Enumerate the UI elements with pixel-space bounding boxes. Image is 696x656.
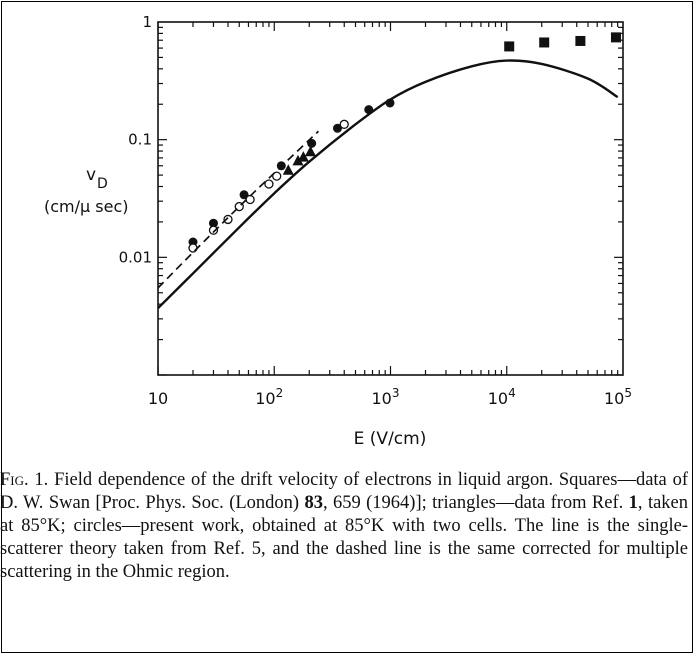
y-tick-label: 1 [142, 13, 152, 31]
x-tick-label-exponent: 4 [508, 386, 516, 400]
square-point [504, 41, 515, 52]
y-tick-label: 0.01 [119, 248, 152, 266]
x-tick-label-exponent: 3 [392, 386, 400, 400]
caption-text-c: , taken at 85°K; circles—present work, o… [0, 493, 689, 582]
y-axis-label-unit: (cm/µ sec) [44, 197, 129, 216]
triangle-point [282, 164, 294, 175]
x-tick-label: 102 [255, 386, 283, 408]
x-tick-label-base: 10 [372, 389, 392, 408]
open-circle-point [208, 225, 219, 235]
open-circle-point [223, 214, 233, 225]
x-tick-label-base: 10 [488, 389, 508, 408]
square-point [575, 35, 586, 46]
caption-ref-a: 1 [628, 493, 638, 513]
caption-text-b: , 659 (1964)]; triangles—data from Ref. [322, 493, 629, 513]
open-circle-point [245, 194, 255, 205]
caption-text-a: Field dependence of the drift velocity o… [0, 470, 688, 513]
x-tick-label-base: 10 [255, 389, 275, 408]
x-tick-label-exponent: 5 [624, 386, 632, 400]
theory-line [158, 59, 619, 309]
x-axis-label: E (V/cm) [354, 429, 427, 449]
x-tick-label-base: 10 [604, 389, 624, 408]
filled-circle-point [307, 138, 317, 148]
y-axis-label-subscript: D [97, 176, 108, 192]
filled-circle-point [208, 218, 218, 228]
square-point [610, 32, 621, 43]
open-circle-point [272, 171, 282, 181]
x-tick-label: 104 [488, 386, 516, 408]
open-circle-point [264, 179, 274, 189]
triangle-point [304, 145, 316, 157]
caption-volume: 83 [304, 493, 323, 513]
x-tick-label: 105 [604, 386, 632, 408]
square-point [539, 37, 550, 48]
filled-circle-point [332, 123, 342, 133]
x-tick-label-exponent: 2 [276, 386, 284, 400]
triangle-point [292, 154, 304, 166]
x-tick-label: 103 [372, 386, 400, 408]
y-axis-label-main: v [86, 165, 96, 185]
x-tick-label: 10 [148, 389, 168, 408]
triangle-point [297, 151, 309, 162]
figure-caption: Fig. 1. Field dependence of the drift ve… [0, 469, 688, 584]
x-tick-label-base: 10 [148, 389, 168, 408]
caption-figure-label: Fig. 1. [0, 470, 49, 490]
plot-frame [157, 21, 624, 376]
open-circle-point [339, 119, 349, 129]
y-tick-label: 0.1 [128, 131, 152, 149]
